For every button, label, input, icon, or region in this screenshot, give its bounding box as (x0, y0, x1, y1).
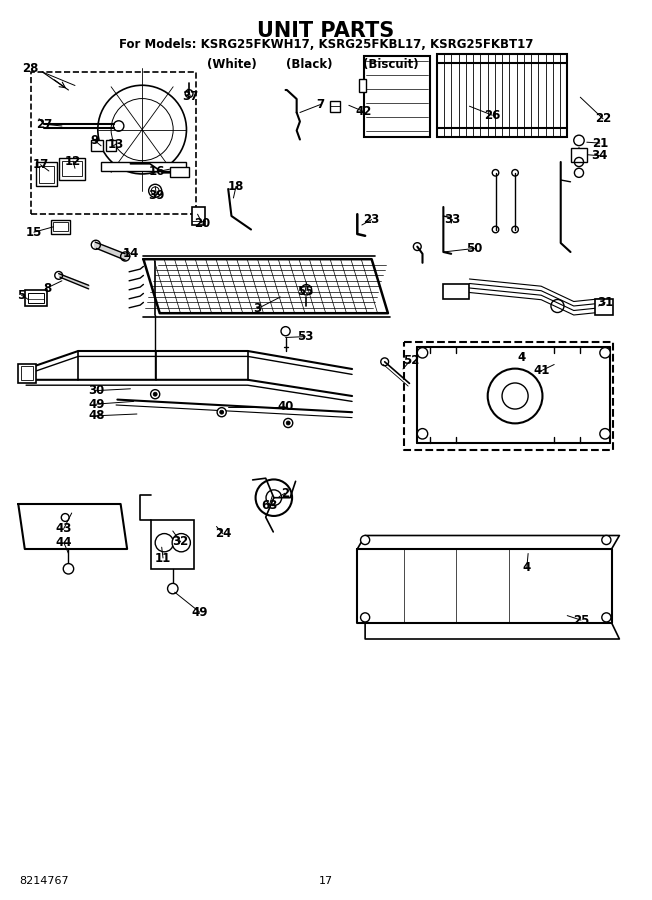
Bar (53, 222, 68, 231)
Text: 49: 49 (88, 398, 105, 410)
Ellipse shape (602, 613, 611, 622)
Text: 16: 16 (148, 166, 165, 178)
Ellipse shape (602, 536, 611, 544)
Text: 4: 4 (518, 351, 526, 364)
Ellipse shape (151, 390, 160, 399)
Text: 18: 18 (228, 180, 244, 193)
Text: 42: 42 (355, 105, 372, 118)
Text: 40: 40 (277, 400, 294, 413)
Text: 8: 8 (43, 282, 51, 294)
Bar (62, 161, 82, 176)
Text: 8214767: 8214767 (20, 876, 69, 886)
Bar (359, 79, 366, 92)
Text: 39: 39 (148, 189, 165, 202)
Bar (571, 148, 587, 162)
Bar (330, 101, 340, 112)
Bar (192, 207, 205, 225)
Bar (28, 292, 44, 303)
Bar (25, 290, 47, 306)
Text: 20: 20 (194, 217, 210, 230)
Text: For Models: KSRG25FKWH17, KSRG25FKBL17, KSRG25FKBT17: For Models: KSRG25FKWH17, KSRG25FKBL17, … (119, 39, 533, 51)
Bar (595, 299, 613, 315)
Ellipse shape (600, 347, 610, 358)
Text: 22: 22 (595, 112, 611, 125)
Text: 32: 32 (173, 536, 188, 548)
Text: 15: 15 (25, 226, 42, 239)
Bar (59, 158, 85, 180)
Bar (39, 166, 54, 183)
Text: 30: 30 (89, 384, 104, 397)
Text: 21: 21 (592, 137, 608, 149)
Text: 25: 25 (572, 614, 589, 626)
Text: (Black): (Black) (286, 58, 333, 71)
Bar (437, 54, 567, 137)
Text: 43: 43 (55, 522, 72, 535)
Text: 49: 49 (191, 606, 208, 618)
Bar (443, 284, 469, 299)
Bar (151, 520, 194, 569)
Ellipse shape (256, 480, 292, 516)
Text: 33: 33 (445, 213, 460, 226)
Bar (101, 162, 186, 171)
Ellipse shape (172, 534, 190, 552)
Text: 14: 14 (122, 248, 139, 260)
Ellipse shape (286, 421, 290, 425)
Ellipse shape (284, 418, 293, 427)
Ellipse shape (217, 408, 226, 417)
Text: 55: 55 (297, 285, 314, 298)
Bar (21, 366, 33, 380)
Text: UNIT PARTS: UNIT PARTS (258, 21, 394, 40)
Ellipse shape (600, 428, 610, 439)
Text: 48: 48 (88, 410, 105, 422)
Text: 52: 52 (402, 354, 419, 366)
Ellipse shape (63, 563, 74, 574)
Text: 13: 13 (108, 138, 124, 150)
Text: 23: 23 (364, 213, 379, 226)
Text: 5: 5 (18, 289, 25, 302)
Text: 50: 50 (466, 242, 483, 255)
Bar (170, 166, 189, 177)
Bar (36, 162, 57, 186)
Bar (18, 364, 36, 382)
Bar (51, 220, 70, 234)
Ellipse shape (417, 347, 428, 358)
Text: 34: 34 (591, 149, 608, 162)
Text: 9: 9 (91, 134, 98, 147)
Text: 44: 44 (55, 536, 72, 549)
Text: 26: 26 (484, 109, 501, 122)
Text: (White): (White) (207, 58, 256, 71)
Text: 3: 3 (254, 302, 261, 315)
Text: 2: 2 (281, 487, 289, 500)
Ellipse shape (155, 534, 173, 552)
Text: 53: 53 (297, 330, 314, 343)
Text: 4: 4 (523, 562, 531, 574)
Text: 27: 27 (37, 118, 52, 130)
Text: 17: 17 (319, 876, 333, 886)
Text: 12: 12 (65, 155, 81, 167)
Ellipse shape (153, 392, 157, 396)
Text: 24: 24 (215, 527, 231, 540)
Ellipse shape (361, 536, 370, 544)
Text: 63: 63 (261, 500, 278, 512)
Text: 7: 7 (317, 98, 325, 111)
Text: 37: 37 (183, 90, 198, 103)
Bar (106, 140, 116, 151)
Bar (91, 140, 103, 151)
Text: 11: 11 (155, 552, 171, 564)
Text: 31: 31 (597, 296, 613, 309)
Text: 28: 28 (22, 62, 39, 75)
Ellipse shape (220, 410, 224, 414)
Text: 41: 41 (533, 364, 550, 377)
Ellipse shape (168, 583, 178, 594)
Ellipse shape (417, 428, 428, 439)
Ellipse shape (361, 613, 370, 622)
Bar (364, 56, 430, 137)
Bar (31, 72, 196, 214)
Text: (Biscuit): (Biscuit) (363, 58, 419, 71)
Ellipse shape (266, 490, 282, 506)
Text: 17: 17 (33, 158, 48, 171)
